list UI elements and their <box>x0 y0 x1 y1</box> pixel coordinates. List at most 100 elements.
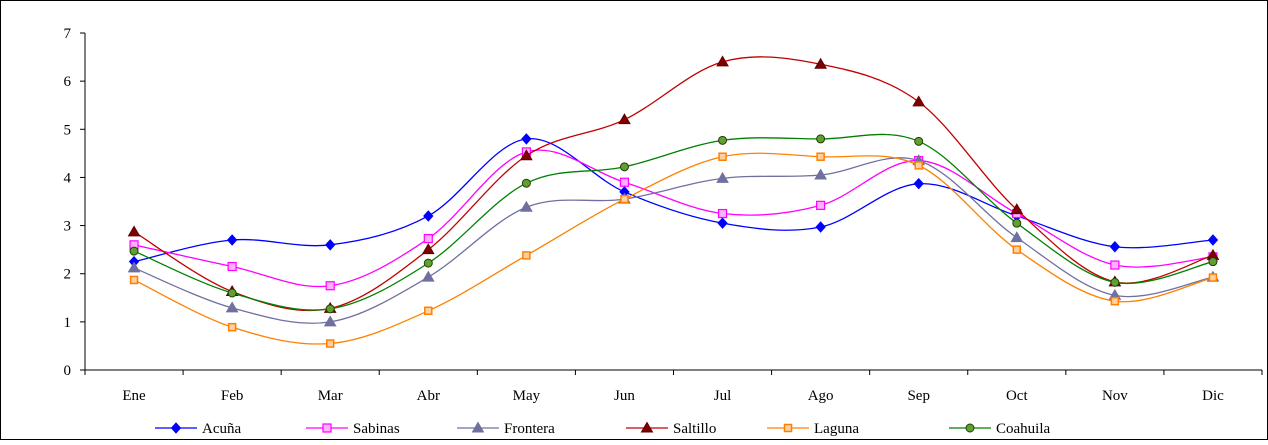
data-point <box>129 246 139 256</box>
legend-marker <box>783 423 793 433</box>
data-point <box>423 233 433 244</box>
legend-item-frontera: Frontera <box>457 421 555 437</box>
y-tick-label: 5 <box>64 122 72 138</box>
y-tick-label: 7 <box>64 26 72 42</box>
data-point <box>716 171 729 183</box>
data-point <box>520 149 533 161</box>
data-point <box>816 134 826 144</box>
data-point <box>423 210 434 222</box>
data-point <box>1208 273 1218 282</box>
y-tick-label: 2 <box>64 267 72 283</box>
data-point <box>914 136 924 146</box>
data-point <box>325 339 335 348</box>
data-point <box>520 200 533 212</box>
data-point <box>129 275 139 285</box>
x-tick-label: Ago <box>808 388 834 404</box>
data-point <box>914 161 923 170</box>
legend-label: Acuña <box>202 421 241 437</box>
y-tick-label: 6 <box>64 74 72 90</box>
x-tick-label: Dic <box>1202 388 1224 404</box>
data-point <box>227 288 237 298</box>
data-point <box>521 133 532 145</box>
data-point <box>1110 260 1120 270</box>
data-point <box>815 221 826 233</box>
data-point <box>1012 245 1022 254</box>
legend-marker <box>640 421 654 433</box>
series-layer <box>127 55 1220 348</box>
data-point <box>619 177 630 187</box>
data-point <box>912 95 926 107</box>
data-point <box>1110 277 1120 287</box>
legend-item-acuña: Acuña <box>155 421 241 437</box>
legend-label: Sabinas <box>353 421 400 437</box>
data-point <box>619 162 629 172</box>
data-point <box>718 135 728 145</box>
legend-label: Laguna <box>814 421 859 437</box>
data-point <box>716 55 729 67</box>
legend-item-sabinas: Sabinas <box>306 421 400 437</box>
x-tick-label: Sep <box>907 388 930 404</box>
data-point <box>522 251 531 260</box>
series-line <box>133 152 1214 345</box>
data-point <box>424 306 433 316</box>
data-point <box>325 304 335 314</box>
data-point <box>814 57 827 69</box>
data-point <box>227 322 237 332</box>
legend-marker <box>965 423 975 433</box>
data-point <box>1109 241 1121 253</box>
data-point <box>618 113 631 125</box>
data-point <box>226 234 238 246</box>
data-point <box>127 261 141 273</box>
data-point <box>323 315 337 327</box>
data-point <box>1208 257 1218 267</box>
legend-label: Frontera <box>504 421 555 437</box>
legend-item-laguna: Laguna <box>767 421 859 437</box>
data-point <box>325 281 335 291</box>
y-tick-label: 1 <box>64 315 72 331</box>
data-point <box>718 152 727 161</box>
legend-marker <box>170 422 182 434</box>
x-tick-label: Jun <box>614 388 635 404</box>
legend-marker <box>471 421 485 433</box>
legend-marker <box>322 423 332 433</box>
series-line <box>133 157 1214 324</box>
x-tick-label: May <box>513 388 541 404</box>
legend-label: Saltillo <box>673 421 716 437</box>
legend-item-saltillo: Saltillo <box>626 421 716 437</box>
x-tick-label: Nov <box>1102 388 1128 404</box>
data-point <box>717 208 728 219</box>
x-tick-label: Feb <box>221 388 244 404</box>
axes: 0 1 2 3 4 5 6 7 Ene Feb Mar Abr May Jun Jul Ago Sep Oct No… <box>64 26 1263 404</box>
data-point <box>814 168 827 180</box>
data-point <box>1110 296 1120 306</box>
data-point <box>913 177 924 190</box>
data-point <box>1207 234 1219 246</box>
series-coahuila <box>129 133 1218 314</box>
data-point <box>717 217 728 229</box>
data-point <box>421 270 435 282</box>
y-tick-label: 4 <box>64 170 72 186</box>
legend-label: Coahuila <box>996 421 1050 437</box>
data-point <box>816 200 826 210</box>
data-point <box>325 239 336 251</box>
data-point <box>816 152 825 161</box>
x-tick-label: Jul <box>714 388 732 404</box>
legend: Acuña Sabinas Frontera Saltillo Laguna Coahui… <box>155 421 1050 437</box>
data-point <box>1012 218 1022 228</box>
data-point <box>1010 231 1024 243</box>
legend-item-coahuila: Coahuila <box>949 421 1050 437</box>
data-point <box>423 258 433 268</box>
series-line <box>133 133 1214 311</box>
x-tick-label: Ene <box>122 388 146 404</box>
y-tick-label: 0 <box>64 363 72 379</box>
x-tick-label: Mar <box>318 388 343 404</box>
x-tick-label: Abr <box>417 388 440 404</box>
series-laguna <box>129 152 1218 348</box>
data-point <box>521 178 531 188</box>
data-point <box>127 225 141 237</box>
data-point <box>225 301 239 313</box>
data-point <box>227 261 237 272</box>
